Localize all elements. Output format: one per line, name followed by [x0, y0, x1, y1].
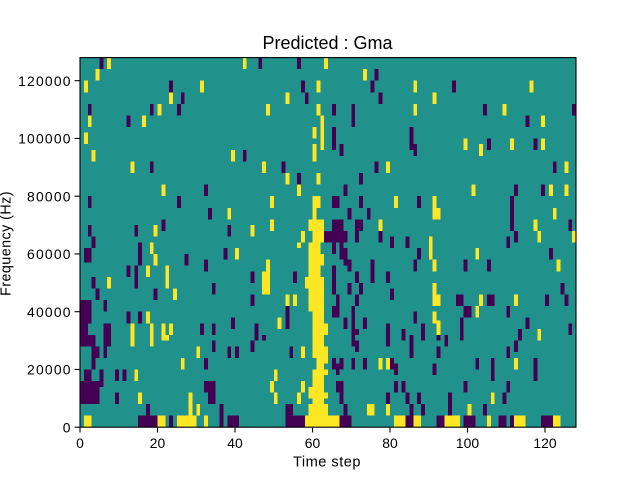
svg-text:0: 0	[63, 419, 72, 435]
svg-text:60: 60	[305, 435, 321, 451]
svg-text:60000: 60000	[27, 246, 72, 262]
svg-text:80: 80	[382, 435, 398, 451]
svg-text:80000: 80000	[27, 188, 72, 204]
svg-text:20000: 20000	[27, 362, 72, 378]
svg-text:Time step: Time step	[293, 454, 361, 470]
svg-text:Predicted : Gma: Predicted : Gma	[262, 33, 393, 53]
svg-text:120000: 120000	[18, 73, 72, 89]
svg-text:Frequency (Hz): Frequency (Hz)	[0, 191, 15, 296]
svg-text:120: 120	[533, 435, 556, 451]
svg-text:20: 20	[150, 435, 166, 451]
svg-text:0: 0	[76, 435, 84, 451]
svg-text:40000: 40000	[27, 304, 72, 320]
svg-text:40: 40	[227, 435, 243, 451]
svg-text:100000: 100000	[18, 131, 72, 147]
svg-text:100: 100	[456, 435, 479, 451]
